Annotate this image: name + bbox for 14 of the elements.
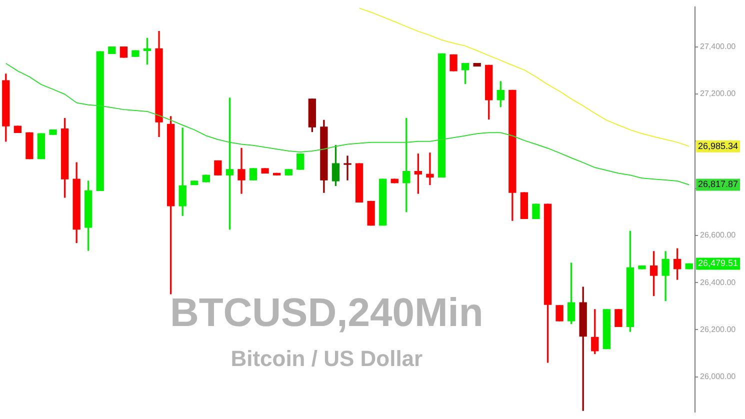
candlestick [426, 152, 434, 186]
text: BTCUSD,240Min [170, 291, 484, 336]
candlestick [238, 148, 246, 194]
y-tick-label: 27,200.00 [700, 89, 736, 98]
text: Bitcoin / US Dollar [230, 346, 424, 372]
y-tick-label: 26,600.00 [700, 230, 736, 240]
y-tick-label: 27,400.00 [700, 42, 736, 52]
text: 26,985.34 [698, 140, 738, 151]
y-tick-label: 26,000.00 [700, 372, 736, 382]
text: 26,479.51 [698, 258, 738, 268]
y-tick-label: 26,400.00 [700, 278, 736, 287]
text: 26,817.87 [698, 179, 738, 190]
y-tick-label: 26,200.00 [700, 324, 736, 334]
candlestick [344, 156, 352, 180]
